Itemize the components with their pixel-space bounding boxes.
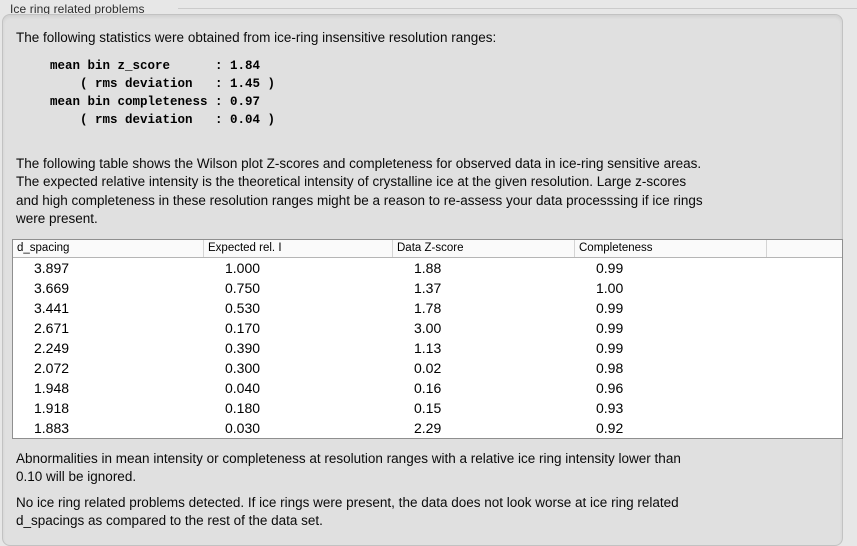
table-row[interactable]: 1.948 0.040 0.16 0.96 — [13, 378, 842, 398]
table-cell: 1.948 — [34, 379, 70, 396]
table-cell: 3.897 — [34, 259, 70, 276]
table-cell-empty — [767, 258, 842, 278]
table-row[interactable]: 2.072 0.300 0.02 0.98 — [13, 358, 842, 378]
table-cell: 3.669 — [34, 279, 70, 296]
table-row[interactable]: 1.918 0.180 0.15 0.93 — [13, 398, 842, 418]
table-cell-empty — [767, 358, 842, 378]
column-header-empty[interactable] — [767, 240, 842, 257]
table-cell: 0.96 — [596, 379, 624, 396]
table-cell: 0.750 — [225, 279, 261, 296]
table-cell: 1.00 — [596, 279, 624, 296]
table-description-text: The following table shows the Wilson plo… — [16, 155, 703, 227]
table-cell: 1.37 — [414, 279, 442, 296]
table-cell-empty — [767, 298, 842, 318]
table-cell: 3.441 — [34, 299, 70, 316]
table-cell: 0.98 — [596, 359, 624, 376]
table-cell: 0.15 — [414, 399, 442, 416]
table-cell: 0.99 — [596, 299, 624, 316]
table-row[interactable]: 1.883 0.030 2.29 0.92 — [13, 418, 842, 438]
table-row[interactable]: 2.249 0.390 1.13 0.99 — [13, 338, 842, 358]
table-cell: 0.92 — [596, 419, 624, 436]
table-cell: 1.918 — [34, 399, 70, 416]
table-cell: 0.16 — [414, 379, 442, 396]
table-cell: 0.170 — [225, 319, 261, 336]
table-cell: 0.390 — [225, 339, 261, 356]
ice-ring-panel: The following statistics were obtained f… — [2, 14, 843, 546]
table-cell-empty — [767, 338, 842, 358]
table-cell: 1.13 — [414, 339, 442, 356]
table-row[interactable]: 3.441 0.530 1.78 0.99 — [13, 298, 842, 318]
table-cell-empty — [767, 418, 842, 438]
table-cell-empty — [767, 398, 842, 418]
ignore-note-text: Abnormalities in mean intensity or compl… — [16, 450, 681, 485]
table-cell: 1.000 — [225, 259, 261, 276]
table-cell: 3.00 — [414, 319, 442, 336]
table-cell: 0.180 — [225, 399, 261, 416]
table-row[interactable]: 3.897 1.000 1.88 0.99 — [13, 258, 842, 278]
table-cell: 1.78 — [414, 299, 442, 316]
table-cell: 0.02 — [414, 359, 442, 376]
table-body: 3.897 1.000 1.88 0.99 3.669 0.750 1.37 1.00 3.44… — [13, 257, 842, 438]
statistics-block: mean bin z_score : 1.84 ( rms deviation … — [50, 58, 276, 127]
group-box-label: Ice ring related problems — [10, 2, 145, 16]
panel-content: The following statistics were obtained f… — [3, 15, 843, 545]
table-cell: 1.88 — [414, 259, 442, 276]
table-cell-empty — [767, 378, 842, 398]
column-header-d-spacing[interactable]: d_spacing — [13, 239, 204, 257]
table-cell: 0.99 — [596, 259, 624, 276]
table-cell: 2.29 — [414, 419, 442, 436]
table-cell-empty — [767, 278, 842, 298]
table-cell: 2.671 — [34, 319, 70, 336]
table-cell: 0.040 — [225, 379, 261, 396]
table-cell: 0.030 — [225, 419, 261, 436]
column-header-expected-rel-i[interactable]: Expected rel. I — [204, 239, 393, 257]
column-header-data-z-score[interactable]: Data Z-score — [393, 239, 575, 257]
table-cell: 0.93 — [596, 399, 624, 416]
ice-ring-table: d_spacing Expected rel. I Data Z-score Comp… — [12, 238, 843, 439]
table-cell: 1.883 — [34, 419, 70, 436]
table-row[interactable]: 2.671 0.170 3.00 0.99 — [13, 318, 842, 338]
conclusion-text: No ice ring related problems detected. I… — [16, 494, 679, 529]
group-box-rule — [178, 8, 857, 9]
intro-text: The following statistics were obtained f… — [16, 30, 497, 45]
table-cell: 0.99 — [596, 319, 624, 336]
table-cell: 2.249 — [34, 339, 70, 356]
table-cell: 2.072 — [34, 359, 70, 376]
table-row[interactable]: 3.669 0.750 1.37 1.00 — [13, 278, 842, 298]
table-header-row: d_spacing Expected rel. I Data Z-score Comp… — [13, 239, 842, 258]
table-cell-empty — [767, 318, 842, 338]
column-header-completeness[interactable]: Completeness — [575, 239, 767, 257]
table-cell: 0.99 — [596, 339, 624, 356]
table-cell: 0.300 — [225, 359, 261, 376]
table-cell: 0.530 — [225, 299, 261, 316]
